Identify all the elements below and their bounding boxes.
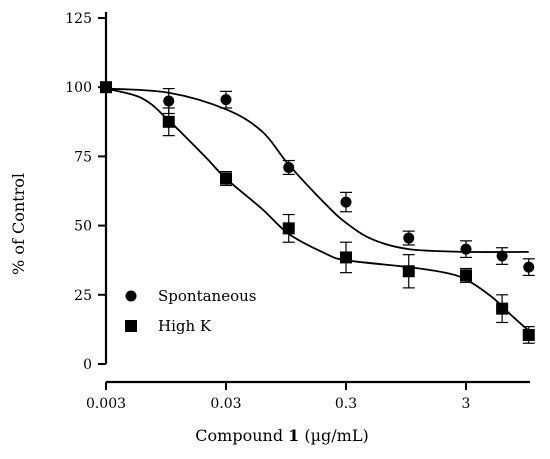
legend-high-k-label: High K [158, 317, 212, 335]
x-axis-title-prefix: Compound [195, 426, 288, 445]
high-k-point [496, 302, 509, 315]
x-axis-title-compound: 1 [288, 426, 299, 445]
high-k-point [402, 265, 415, 278]
fit-curves [105, 87, 530, 332]
high-k-point [162, 115, 175, 128]
legend-spontaneous-marker [125, 290, 137, 302]
high-k-point [340, 251, 352, 264]
spontaneous-point [340, 196, 352, 208]
legend-spontaneous-label: Spontaneous [158, 287, 256, 305]
legend: Spontaneous High K [125, 287, 256, 335]
spontaneous-point [283, 161, 295, 173]
x-axis-title-unit: (µg/mL) [299, 426, 368, 445]
high-k-point [282, 222, 295, 235]
spontaneous-point [523, 261, 535, 273]
high-k-point [522, 328, 535, 341]
y-tick-label: 100 [65, 80, 92, 96]
y-axis-title: % of Control [9, 173, 28, 275]
axes: 0 25 50 75 100 125 0.003 0.03 0.3 3 [65, 11, 530, 412]
x-tick-label: 0.003 [86, 396, 126, 412]
high-k-point [460, 269, 472, 282]
spontaneous-point [220, 94, 232, 106]
x-tick-label: 3 [462, 396, 471, 412]
high-k-point [100, 81, 112, 94]
legend-high-k-marker [125, 320, 137, 332]
spontaneous-fit-curve [105, 87, 529, 253]
spontaneous-point [460, 243, 472, 255]
x-tick-label: 0.3 [335, 396, 357, 412]
y-tick-label: 75 [74, 149, 92, 165]
high-k-point [220, 172, 232, 185]
y-tick-label: 125 [65, 11, 92, 27]
x-axis-title: Compound 1 (µg/mL) [195, 426, 368, 445]
high-k-fit-curve [105, 87, 530, 332]
y-tick-label: 0 [83, 357, 92, 373]
spontaneous-point [403, 232, 415, 244]
data-markers [100, 81, 535, 344]
spontaneous-point [496, 250, 508, 262]
x-tick-label: 0.03 [210, 396, 241, 412]
y-tick-label: 50 [74, 219, 92, 235]
spontaneous-point [163, 95, 175, 107]
y-tick-label: 25 [74, 288, 92, 304]
